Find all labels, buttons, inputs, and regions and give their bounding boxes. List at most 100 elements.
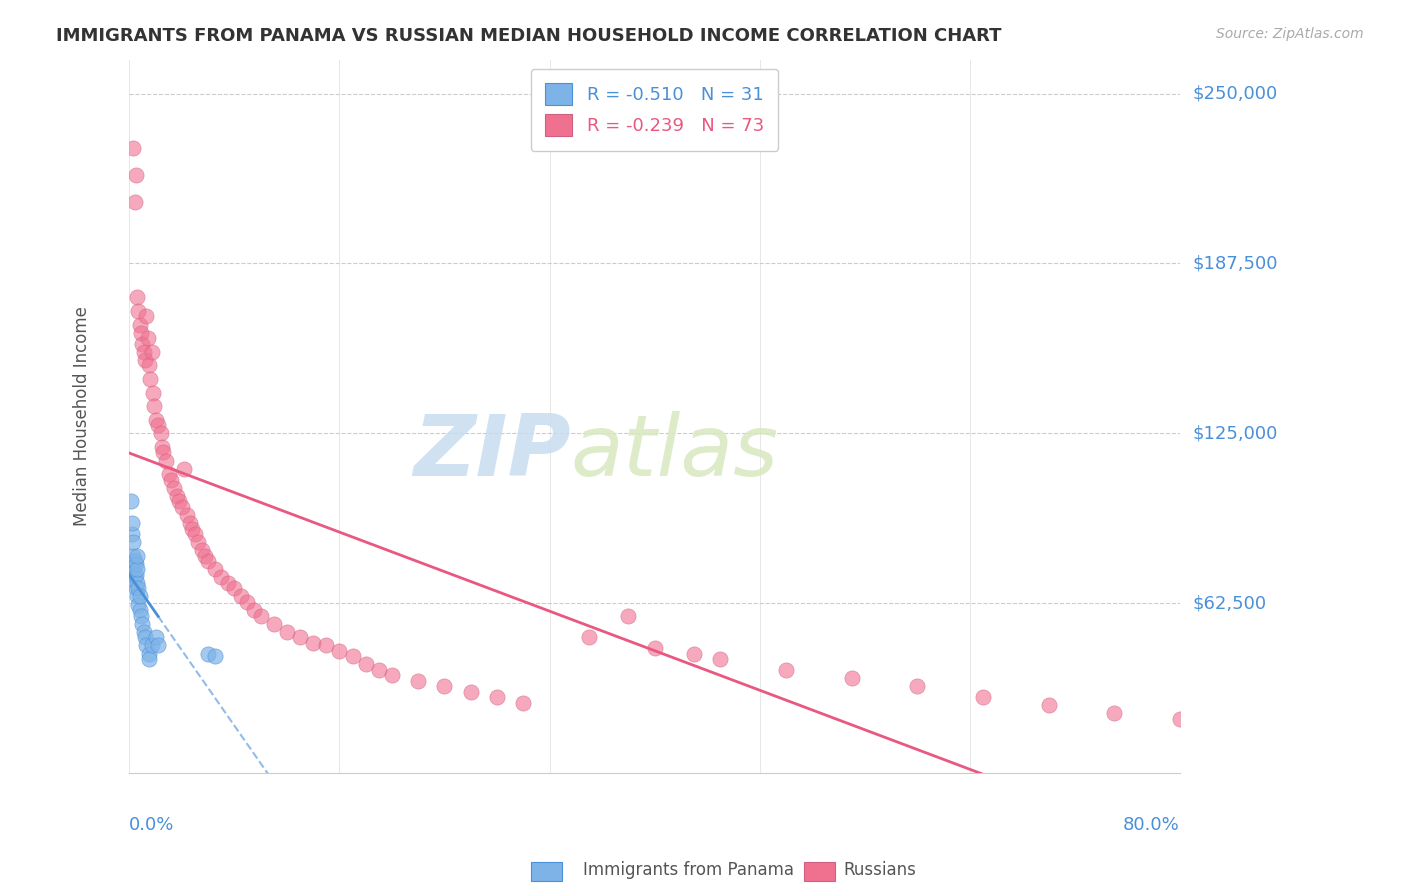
Point bbox=[163, 481, 186, 495]
Text: 80.0%: 80.0% bbox=[1123, 816, 1180, 834]
Point bbox=[155, 453, 177, 467]
Point bbox=[132, 344, 155, 359]
Text: 0.0%: 0.0% bbox=[129, 816, 174, 834]
Point bbox=[124, 554, 146, 568]
Point bbox=[181, 522, 204, 536]
Text: Russians: Russians bbox=[844, 861, 917, 879]
Point bbox=[128, 590, 150, 604]
Point bbox=[146, 639, 169, 653]
Point bbox=[124, 570, 146, 584]
Point bbox=[134, 630, 156, 644]
Point bbox=[354, 657, 377, 672]
Text: Immigrants from Panama: Immigrants from Panama bbox=[583, 861, 794, 879]
Text: Median Household Income: Median Household Income bbox=[73, 307, 91, 526]
Point bbox=[460, 684, 482, 698]
Point bbox=[302, 636, 325, 650]
Point bbox=[204, 649, 226, 664]
Point bbox=[125, 168, 148, 182]
Point bbox=[328, 644, 350, 658]
Point bbox=[644, 641, 666, 656]
Point bbox=[132, 624, 155, 639]
Point bbox=[139, 372, 162, 386]
Point bbox=[841, 671, 863, 685]
Point bbox=[134, 353, 156, 368]
Point bbox=[135, 310, 157, 324]
Point bbox=[149, 426, 172, 441]
Point bbox=[125, 582, 148, 596]
Point bbox=[127, 304, 149, 318]
Point bbox=[190, 543, 212, 558]
Point bbox=[288, 630, 311, 644]
Point bbox=[129, 326, 152, 340]
Point bbox=[236, 595, 259, 609]
Point bbox=[141, 344, 163, 359]
Point bbox=[135, 639, 157, 653]
Point bbox=[138, 359, 160, 373]
Point bbox=[1038, 698, 1060, 713]
Point bbox=[179, 516, 201, 530]
Point bbox=[197, 554, 219, 568]
Text: Source: ZipAtlas.com: Source: ZipAtlas.com bbox=[1216, 27, 1364, 41]
Point bbox=[131, 336, 153, 351]
Point bbox=[1168, 712, 1191, 726]
Point bbox=[512, 696, 534, 710]
Point bbox=[709, 652, 731, 666]
Point bbox=[157, 467, 180, 482]
Point bbox=[315, 639, 337, 653]
Point bbox=[204, 562, 226, 576]
Point bbox=[263, 616, 285, 631]
Point bbox=[122, 141, 145, 155]
Point bbox=[683, 647, 706, 661]
Legend: R = -0.510   N = 31, R = -0.239   N = 73: R = -0.510 N = 31, R = -0.239 N = 73 bbox=[531, 69, 779, 151]
Point bbox=[152, 445, 174, 459]
Point bbox=[138, 652, 160, 666]
Point bbox=[131, 616, 153, 631]
Point bbox=[136, 331, 159, 345]
Point bbox=[128, 603, 150, 617]
Point bbox=[150, 440, 173, 454]
Point bbox=[127, 290, 149, 304]
Point bbox=[166, 489, 188, 503]
Point bbox=[905, 679, 928, 693]
Point bbox=[127, 582, 149, 596]
Point bbox=[217, 575, 239, 590]
Point bbox=[129, 608, 152, 623]
Point bbox=[1104, 706, 1126, 721]
Point bbox=[367, 663, 389, 677]
Point bbox=[224, 582, 246, 596]
Point bbox=[127, 590, 149, 604]
Point bbox=[160, 473, 183, 487]
Point bbox=[125, 557, 148, 571]
Point bbox=[176, 508, 198, 522]
Text: IMMIGRANTS FROM PANAMA VS RUSSIAN MEDIAN HOUSEHOLD INCOME CORRELATION CHART: IMMIGRANTS FROM PANAMA VS RUSSIAN MEDIAN… bbox=[56, 27, 1001, 45]
Point bbox=[141, 639, 163, 653]
Text: $187,500: $187,500 bbox=[1192, 254, 1278, 272]
Text: $125,000: $125,000 bbox=[1192, 425, 1278, 442]
Text: $62,500: $62,500 bbox=[1192, 594, 1267, 612]
Point bbox=[406, 673, 429, 688]
Point bbox=[145, 630, 167, 644]
Point bbox=[146, 418, 169, 433]
Point bbox=[342, 649, 364, 664]
Point bbox=[122, 562, 145, 576]
Point bbox=[194, 549, 217, 563]
Point bbox=[167, 494, 190, 508]
Point bbox=[127, 549, 149, 563]
Point bbox=[173, 461, 195, 475]
Point bbox=[617, 608, 640, 623]
Point bbox=[972, 690, 994, 704]
Text: $250,000: $250,000 bbox=[1192, 85, 1278, 103]
Point bbox=[138, 647, 160, 661]
Point bbox=[143, 399, 166, 413]
Point bbox=[243, 603, 266, 617]
Point bbox=[142, 385, 165, 400]
Point bbox=[121, 516, 143, 530]
Point bbox=[249, 608, 271, 623]
Text: atlas: atlas bbox=[571, 410, 779, 493]
Point bbox=[125, 567, 148, 582]
Point bbox=[433, 679, 456, 693]
Point bbox=[124, 195, 146, 210]
Point bbox=[127, 562, 149, 576]
Point bbox=[229, 590, 252, 604]
Point bbox=[184, 527, 207, 541]
